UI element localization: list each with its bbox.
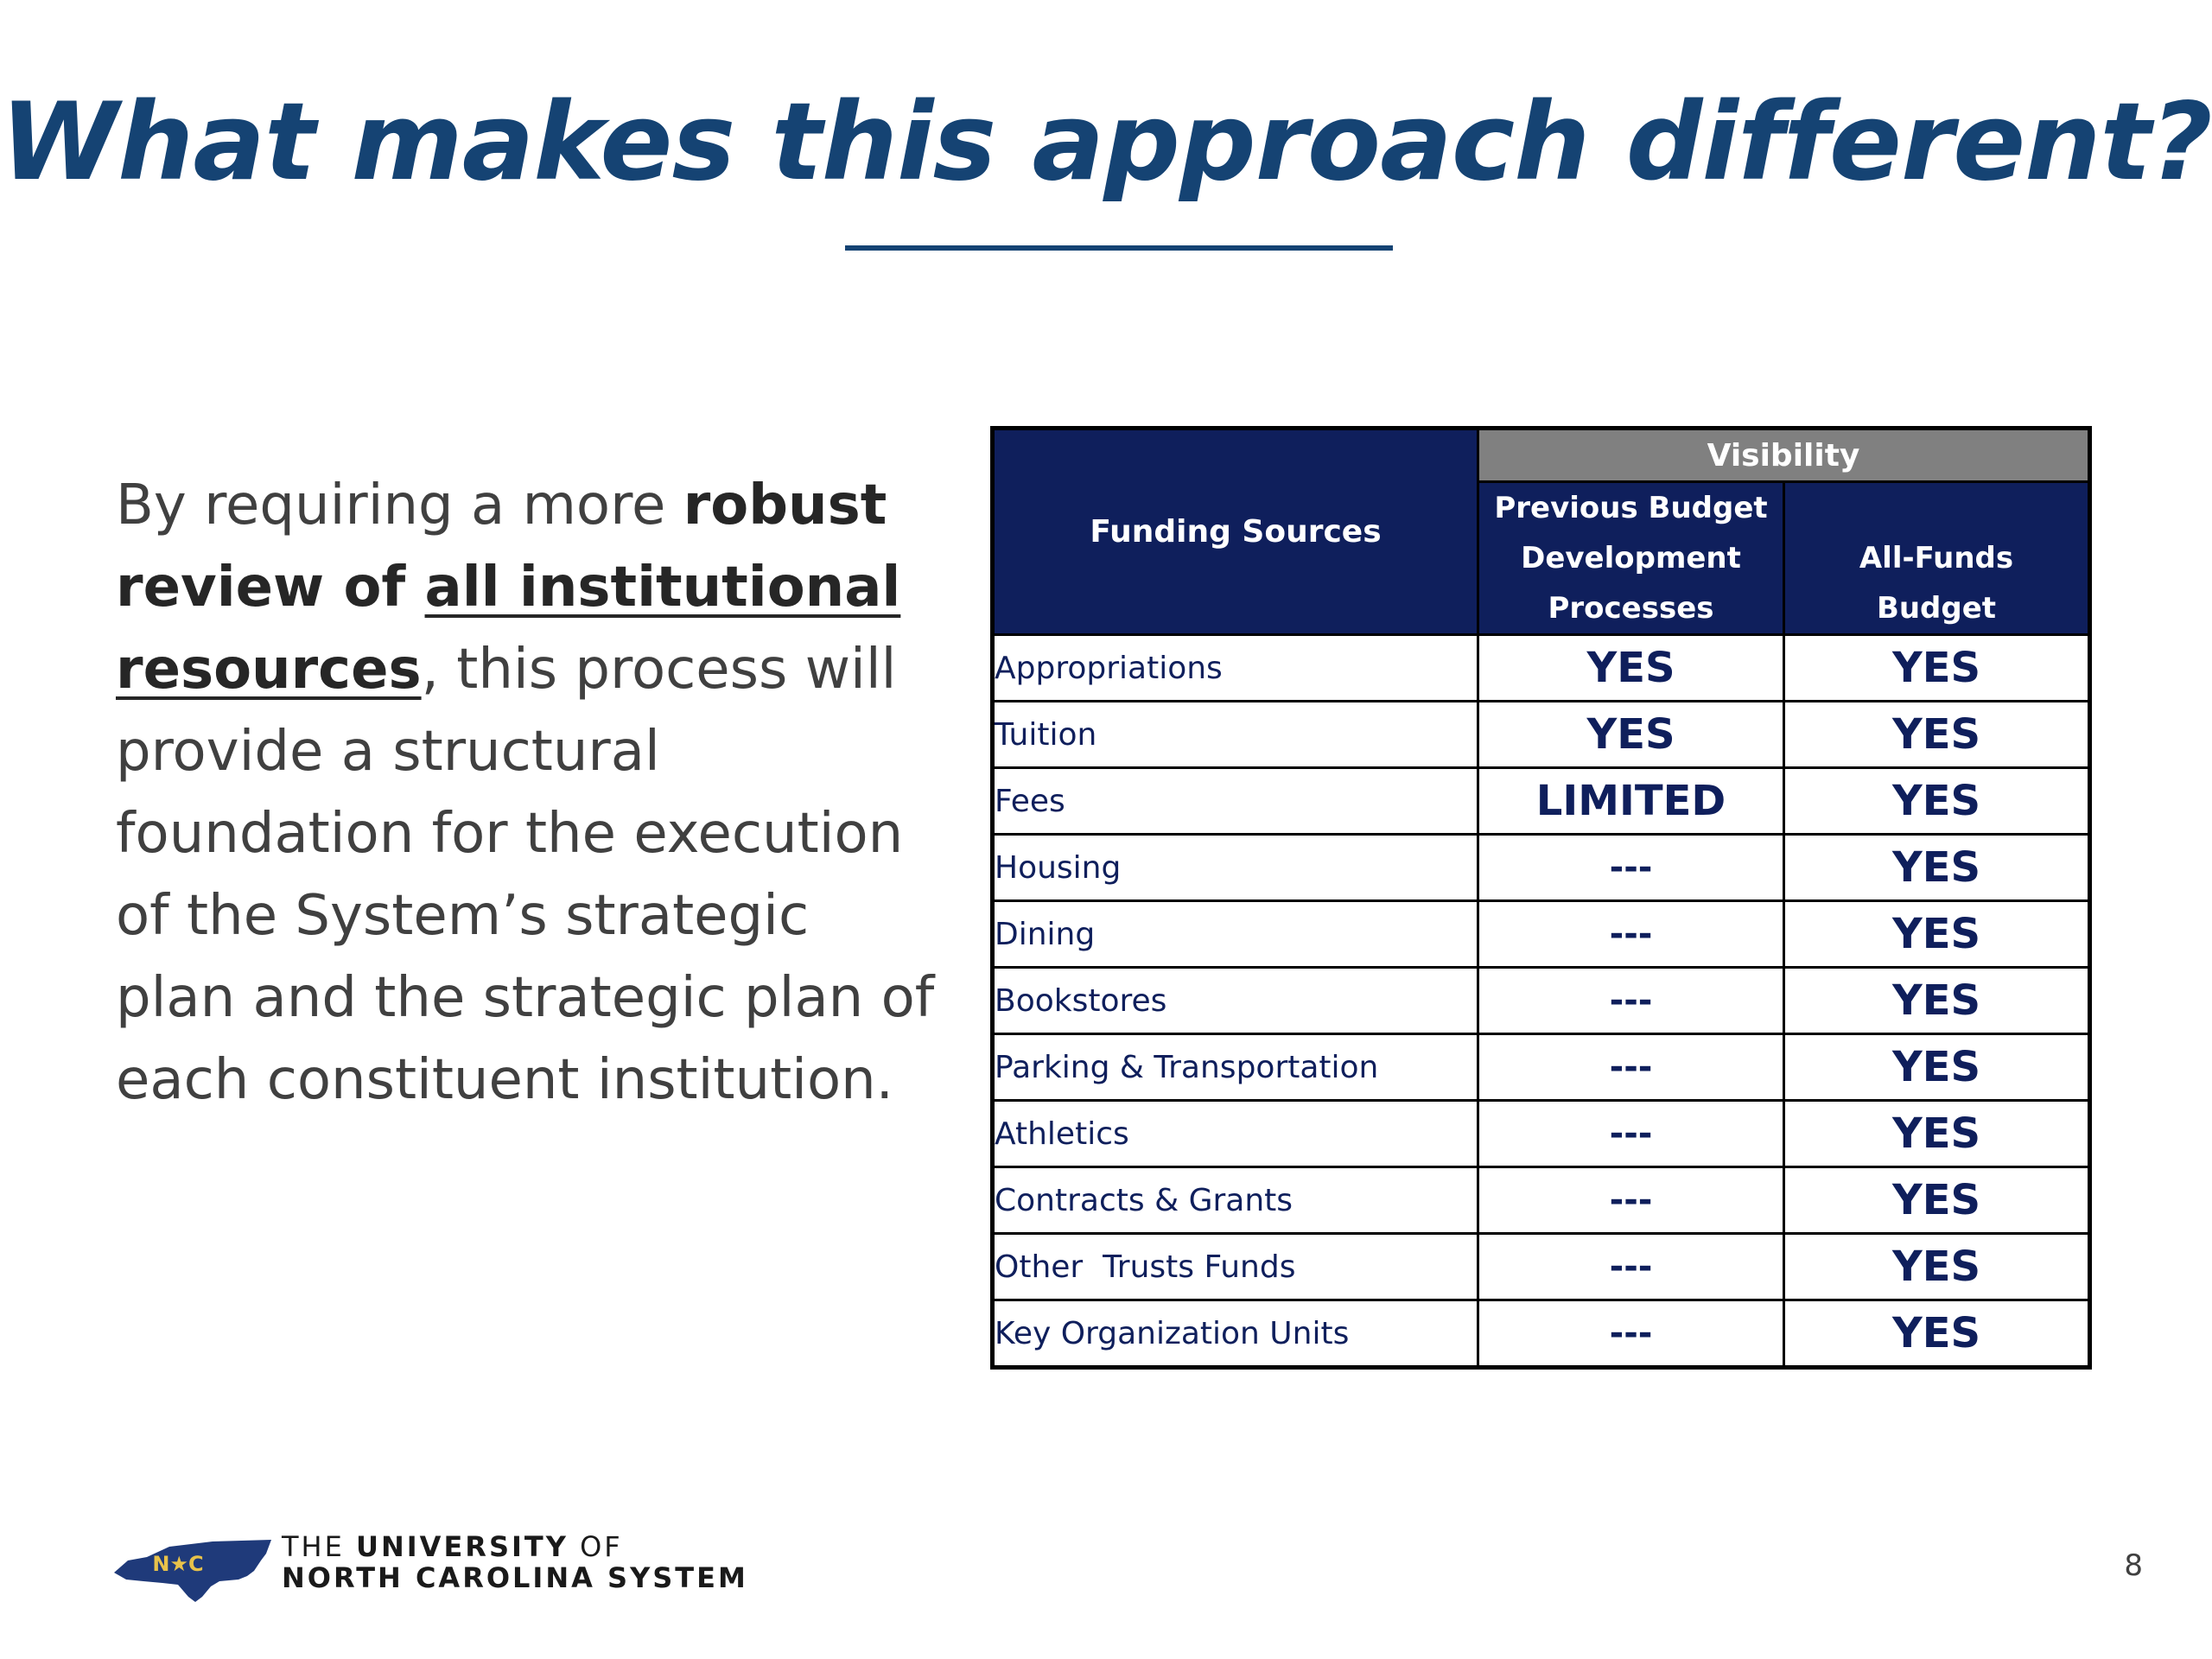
body-text-bold-underline: all institutional resources [116,556,901,702]
header-all-funds-line2: Budget [1876,591,1997,626]
logo-line1: THE UNIVERSITY OF [282,1531,748,1562]
logo-line1-suffix: OF [568,1530,623,1563]
table-row: Other Trusts Funds --- YES [991,1232,2091,1301]
body-paragraph: By requiring a more robust review of all… [116,465,945,1122]
body-text-bold: robust review of [116,474,887,620]
cell-previous-visibility: --- [1477,966,1785,1035]
cell-all-funds-visibility: YES [1783,833,2091,902]
table-row: Housing --- YES [991,833,2091,902]
table-row: Tuition YES YES [991,700,2091,769]
logo-line1-bold: UNIVERSITY [356,1530,569,1563]
cell-all-funds-visibility: YES [1783,700,2091,769]
cell-all-funds-visibility: YES [1783,1232,2091,1301]
logo-wordmark: THE UNIVERSITY OF NORTH CAROLINA SYSTEM [282,1531,748,1593]
cell-all-funds-visibility: YES [1783,633,2091,702]
body-text-part1: By requiring a more [116,474,683,537]
header-funding-sources: Funding Sources [991,427,1479,636]
cell-all-funds-visibility: YES [1783,1099,2091,1168]
cell-funding-source: Housing [991,833,1479,902]
cell-previous-visibility: --- [1477,1299,1785,1369]
cell-previous-visibility: --- [1477,1232,1785,1301]
cell-previous-visibility: --- [1477,899,1785,969]
cell-funding-source: Bookstores [991,966,1479,1035]
slide-title: What makes this approach different? [0,80,2212,205]
cell-all-funds-visibility: YES [1783,966,2091,1035]
cell-previous-visibility: YES [1477,700,1785,769]
page-number: 8 [2124,1548,2143,1583]
cell-all-funds-visibility: YES [1783,1299,2091,1369]
table-row: Fees LIMITED YES [991,766,2091,836]
cell-funding-source: Fees [991,766,1479,836]
cell-all-funds-visibility: YES [1783,899,2091,969]
table-row: Athletics --- YES [991,1099,2091,1168]
cell-funding-source: Appropriations [991,633,1479,702]
cell-funding-source: Tuition [991,700,1479,769]
cell-previous-visibility: --- [1477,1033,1785,1102]
body-text-part2: , this process will provide a structural… [116,638,935,1112]
north-carolina-state-shape-icon: N★C [114,1540,271,1602]
table-row: Dining --- YES [991,899,2091,969]
cell-funding-source: Other Trusts Funds [991,1232,1479,1301]
table-row: Bookstores --- YES [991,966,2091,1035]
cell-previous-visibility: --- [1477,833,1785,902]
table-row: Parking & Transportation --- YES [991,1033,2091,1102]
cell-funding-source: Dining [991,899,1479,969]
header-visibility: Visibility [1477,427,2091,483]
header-all-funds-line1: All-Funds [1859,541,2014,575]
header-all-funds-budget: All-Funds Budget [1783,480,2091,636]
table-row: Key Organization Units --- YES [991,1299,2091,1369]
cell-previous-visibility: LIMITED [1477,766,1785,836]
header-previous-line1: Previous Budget [1494,491,1768,525]
header-previous-line2: Development [1521,541,1741,575]
table-row: Appropriations YES YES [991,633,2091,702]
cell-previous-visibility: --- [1477,1099,1785,1168]
title-underline-rule [845,245,1393,251]
cell-all-funds-visibility: YES [1783,1166,2091,1235]
header-previous-budget: Previous Budget Development Processes [1477,480,1785,636]
cell-previous-visibility: --- [1477,1166,1785,1235]
cell-funding-source: Key Organization Units [991,1299,1479,1369]
cell-all-funds-visibility: YES [1783,766,2091,836]
funding-sources-table: Funding Sources Visibility Previous Budg… [990,426,2092,1370]
state-mark-text: N★C [152,1552,203,1576]
cell-previous-visibility: YES [1477,633,1785,702]
cell-all-funds-visibility: YES [1783,1033,2091,1102]
cell-funding-source: Parking & Transportation [991,1033,1479,1102]
unc-system-logo: N★C THE UNIVERSITY OF NORTH CAROLINA SYS… [109,1528,887,1614]
table-row: Contracts & Grants --- YES [991,1166,2091,1235]
header-previous-line3: Processes [1548,591,1714,626]
cell-funding-source: Contracts & Grants [991,1166,1479,1235]
cell-funding-source: Athletics [991,1099,1479,1168]
logo-line2: NORTH CAROLINA SYSTEM [282,1561,748,1594]
logo-line1-prefix: THE [282,1530,356,1563]
